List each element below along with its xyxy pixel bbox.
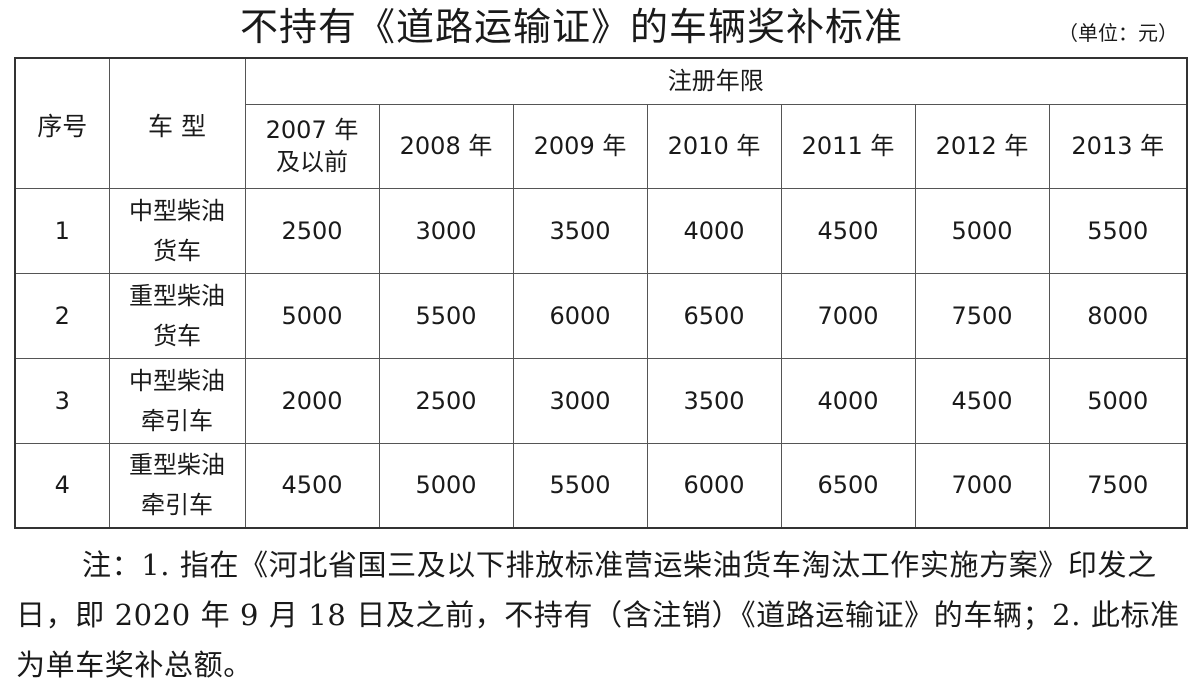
row-seq: 1 [14, 187, 110, 274]
row-value: 4500 [244, 442, 380, 529]
header-type: 车 型 [108, 57, 246, 189]
row-value: 2500 [378, 357, 514, 444]
row-value: 5000 [244, 272, 380, 359]
row-value: 3000 [512, 357, 648, 444]
footnote: 注：1. 指在《河北省国三及以下排放标准营运柴油货车淘汰工作实施方案》印发之日，… [16, 548, 1180, 682]
header-year: 2009 年 [512, 103, 648, 189]
row-seq: 4 [14, 442, 110, 529]
table-row: 4 重型柴油 牵引车 4500 5000 5500 6000 6500 7000 7500 [14, 442, 1188, 529]
row-value: 6500 [646, 272, 782, 359]
table-row: 2 重型柴油 货车 5000 5500 6000 6500 7000 7500 8000 [14, 272, 1188, 359]
header-year: 2008 年 [378, 103, 514, 189]
row-value: 5000 [1048, 357, 1188, 444]
unit-label: （单位：元） [1058, 21, 1178, 45]
row-value: 4500 [914, 357, 1050, 444]
row-value: 3500 [646, 357, 782, 444]
row-value: 8000 [1048, 272, 1188, 359]
header-year: 2011 年 [780, 103, 916, 189]
row-value: 3000 [378, 187, 514, 274]
row-value: 2000 [244, 357, 380, 444]
header-year: 2013 年 [1048, 103, 1188, 189]
row-seq: 3 [14, 357, 110, 444]
table-row: 3 中型柴油 牵引车 2000 2500 3000 3500 4000 4500 5000 [14, 357, 1188, 444]
row-value: 7000 [780, 272, 916, 359]
row-vehicle-type: 中型柴油 货车 [108, 187, 246, 274]
row-value: 4000 [780, 357, 916, 444]
header-year: 2012 年 [914, 103, 1050, 189]
row-seq: 2 [14, 272, 110, 359]
row-vehicle-type: 重型柴油 货车 [108, 272, 246, 359]
header-year: 2010 年 [646, 103, 782, 189]
row-vehicle-type: 重型柴油 牵引车 [108, 442, 246, 529]
row-value: 6500 [780, 442, 916, 529]
row-value: 4500 [780, 187, 916, 274]
header-row-top: 序号 车 型 注册年限 [14, 57, 1188, 189]
row-value: 3500 [512, 187, 648, 274]
row-value: 5000 [914, 187, 1050, 274]
row-value: 7500 [1048, 442, 1188, 529]
page-title: 不持有《道路运输证》的车辆奖补标准 [240, 5, 904, 49]
row-value: 5000 [378, 442, 514, 529]
table-row: 1 中型柴油 货车 2500 3000 3500 4000 4500 5000 5500 [14, 187, 1188, 274]
header-year: 2007 年及以前 [244, 103, 380, 189]
row-value: 5500 [512, 442, 648, 529]
row-value: 4000 [646, 187, 782, 274]
row-value: 6000 [512, 272, 648, 359]
row-value: 5500 [1048, 187, 1188, 274]
title-row: 不持有《道路运输证》的车辆奖补标准 （单位：元） [0, 0, 1200, 56]
row-value: 7500 [914, 272, 1050, 359]
row-value: 7000 [914, 442, 1050, 529]
row-value: 5500 [378, 272, 514, 359]
row-value: 6000 [646, 442, 782, 529]
header-years-group: 注册年限 [244, 57, 1188, 105]
table-body: 1 中型柴油 货车 2500 3000 3500 4000 4500 5000 5500 2 重型柴油… [14, 187, 1188, 529]
row-vehicle-type: 中型柴油 牵引车 [108, 357, 246, 444]
row-value: 2500 [244, 187, 380, 274]
header-seq: 序号 [14, 57, 110, 189]
